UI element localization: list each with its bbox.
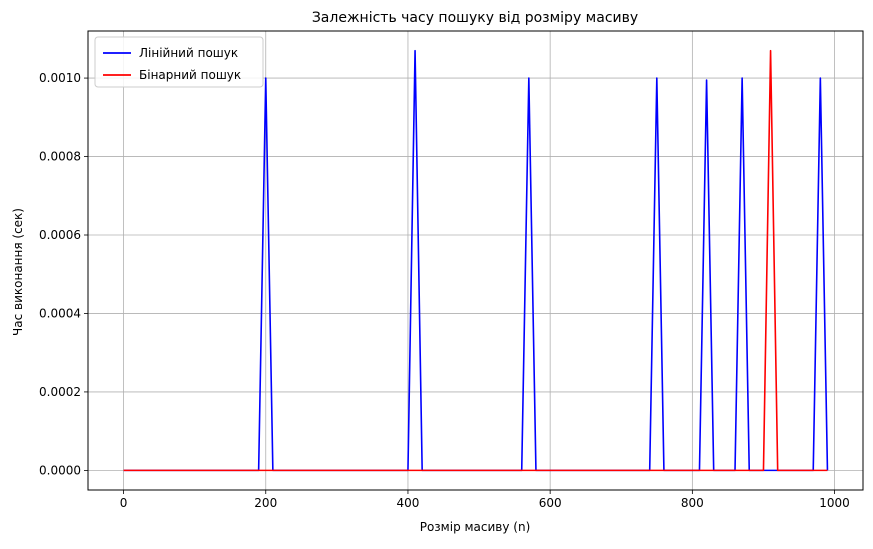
series-line-linear-search: [123, 49, 829, 472]
x-tick-label: 600: [539, 496, 562, 510]
series-line-binary-search: [123, 49, 828, 472]
tick-layer: 0 200 400 600 800 1000 0.0000 0.0002 0.0004 0.000…: [39, 71, 850, 510]
x-tick-label: 1000: [819, 496, 850, 510]
grid-layer: [88, 31, 863, 490]
legend-box: [94, 36, 264, 88]
legend-label: Лінійний пошук: [139, 46, 238, 60]
x-tick-label: 400: [397, 496, 420, 510]
x-tick-label: 800: [681, 496, 704, 510]
y-tick-label: 0.0006: [39, 228, 81, 242]
x-axis-label: Розмір масиву (n): [420, 520, 531, 534]
x-tick-label: 0: [120, 496, 128, 510]
y-tick-label: 0.0004: [39, 306, 81, 320]
legend-label: Бінарний пошук: [139, 68, 241, 82]
y-tick-label: 0.0000: [39, 463, 81, 477]
y-tick-label: 0.0010: [39, 71, 81, 85]
y-tick-label: 0.0008: [39, 150, 81, 164]
legend: Лінійний пошук Бінарний пошук: [94, 36, 264, 88]
y-axis-label: Час виконання (сек): [11, 208, 25, 336]
plot-frame: [87, 30, 864, 491]
series-layer: [123, 49, 829, 472]
y-tick-label: 0.0002: [39, 385, 81, 399]
x-tick-label: 200: [254, 496, 277, 510]
chart-title: Залежність часу пошуку від розміру масив…: [312, 10, 638, 26]
